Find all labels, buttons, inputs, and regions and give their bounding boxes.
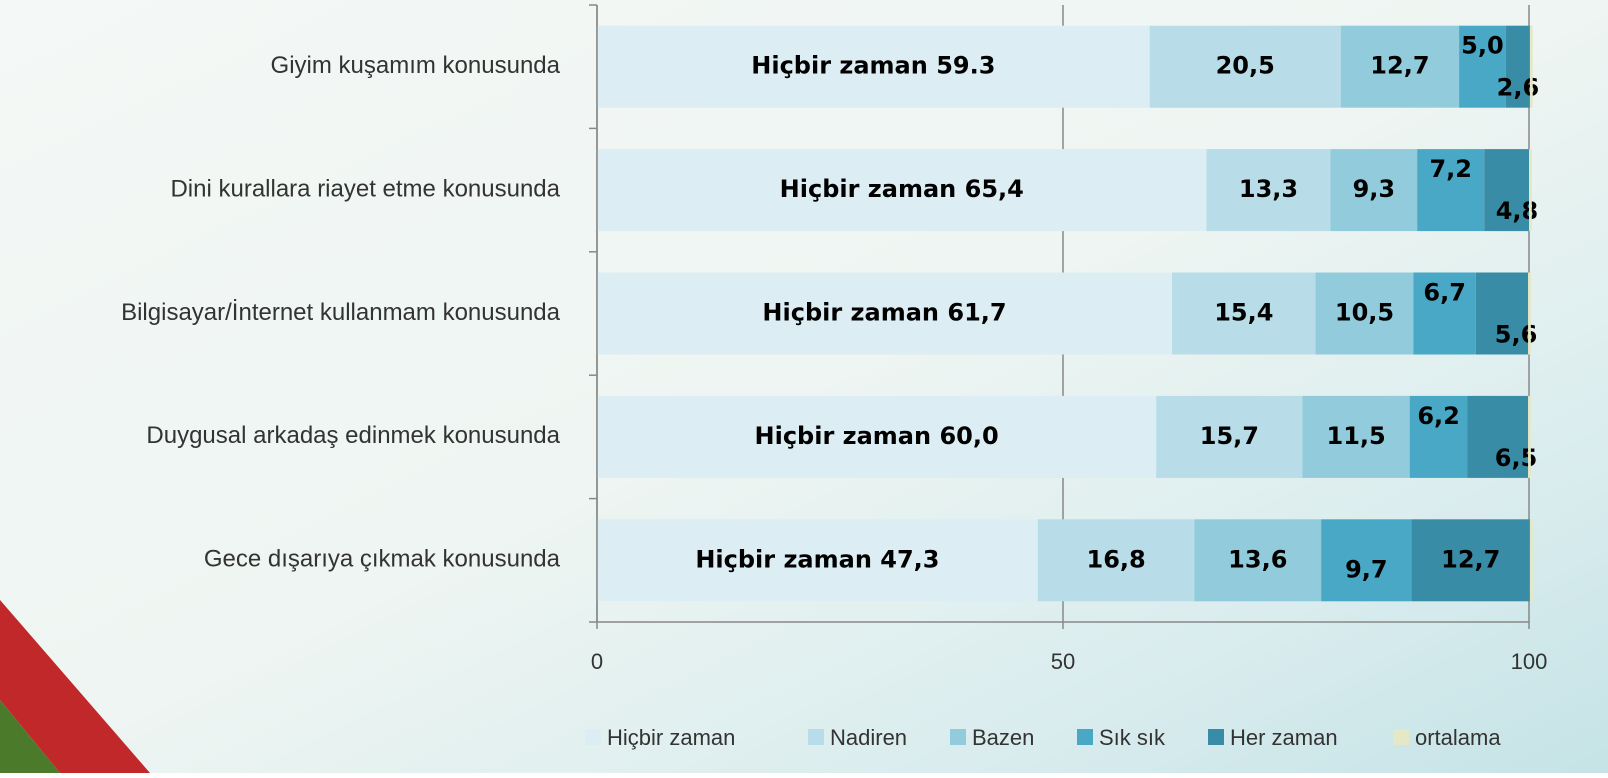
decoration	[0, 600, 150, 773]
value-label: 6,2	[1417, 402, 1460, 430]
value-label: Hiçbir zaman 65,4	[780, 175, 1024, 203]
bar-segment	[1528, 272, 1531, 355]
value-label: 15,4	[1214, 299, 1273, 327]
bar-segment	[1417, 149, 1485, 232]
legend-label: Her zaman	[1230, 725, 1338, 750]
bar-segment	[1411, 519, 1530, 602]
legend-label: Hiçbir zaman	[607, 725, 735, 750]
bar-segment	[1149, 25, 1341, 108]
value-label: 10,5	[1335, 299, 1394, 327]
legend-swatch	[1077, 729, 1093, 745]
bar-segment	[1340, 25, 1460, 108]
bar-segment	[1484, 149, 1529, 232]
x-tick-label: 0	[591, 649, 603, 674]
bar-segment	[1321, 519, 1412, 602]
value-label: 9,7	[1345, 555, 1388, 583]
category-label: Gece dışarıya çıkmak konusunda	[204, 546, 561, 573]
category-label: Giyim kuşamım konusunda	[271, 52, 561, 79]
legend-label: Bazen	[972, 725, 1034, 750]
legend-swatch	[1393, 729, 1409, 745]
bar-segment	[1206, 149, 1331, 232]
bar-segment	[1529, 519, 1533, 602]
value-label: 9,3	[1353, 175, 1396, 203]
legend-label: Nadiren	[830, 725, 907, 750]
bar-segment	[1330, 149, 1418, 232]
category-label: Dini kurallara riayet etme konusunda	[170, 175, 560, 202]
bar-segment	[1302, 395, 1410, 478]
legend-swatch	[1208, 729, 1224, 745]
category-label: Duygusal arkadaş edinmek konusunda	[146, 422, 560, 449]
bar-segment	[1413, 272, 1476, 355]
bar-segment	[597, 149, 1207, 232]
bar-segment	[1037, 519, 1195, 602]
value-label: 6,7	[1423, 279, 1466, 307]
value-label: 16,8	[1087, 545, 1146, 573]
bar-segment	[597, 519, 1038, 602]
bar-segment	[1475, 272, 1529, 355]
bar-segment	[1156, 395, 1303, 478]
bar-segment	[1172, 272, 1316, 355]
bar-segment	[597, 25, 1150, 108]
value-label: 20,5	[1216, 52, 1275, 80]
legend-label: Sık sık	[1099, 725, 1166, 750]
value-label: Hiçbir zaman 47,3	[695, 545, 939, 573]
legend-swatch	[950, 729, 966, 745]
bar-segment	[597, 272, 1173, 355]
bar-segment	[1528, 395, 1531, 478]
bar-segment	[1529, 25, 1533, 108]
value-label: 13,3	[1239, 175, 1298, 203]
bar-segment	[1409, 395, 1468, 478]
bar-segment	[1459, 25, 1506, 108]
x-tick-label: 50	[1051, 649, 1075, 674]
legend-swatch	[585, 729, 601, 745]
value-label: 4,8	[1496, 197, 1539, 225]
bar-segment	[1505, 25, 1530, 108]
bar-segment	[1529, 149, 1532, 232]
legend-swatch	[808, 729, 824, 745]
bar-segment	[1194, 519, 1322, 602]
bar-segment	[1315, 272, 1414, 355]
value-label: 12,7	[1441, 545, 1500, 573]
decoration	[0, 700, 60, 773]
value-label: 7,2	[1429, 155, 1472, 183]
bar-segment	[597, 395, 1157, 478]
category-label: Bilgisayar/İnternet kullanmam konusunda	[121, 299, 561, 326]
legend-label: ortalama	[1415, 725, 1501, 750]
value-label: 12,7	[1370, 52, 1429, 80]
value-label: 13,6	[1228, 545, 1287, 573]
value-label: 11,5	[1327, 422, 1386, 450]
value-label: Hiçbir zaman 61,7	[762, 299, 1006, 327]
value-label: 6,5	[1495, 444, 1538, 472]
bar-segment	[1467, 395, 1529, 478]
value-label: 2,6	[1497, 74, 1540, 102]
value-label: 5,0	[1461, 32, 1504, 60]
value-label: 5,6	[1495, 321, 1538, 349]
value-label: Hiçbir zaman 59.3	[751, 52, 995, 80]
value-label: Hiçbir zaman 60,0	[755, 422, 999, 450]
value-label: 15,7	[1200, 422, 1259, 450]
x-tick-label: 100	[1511, 649, 1548, 674]
